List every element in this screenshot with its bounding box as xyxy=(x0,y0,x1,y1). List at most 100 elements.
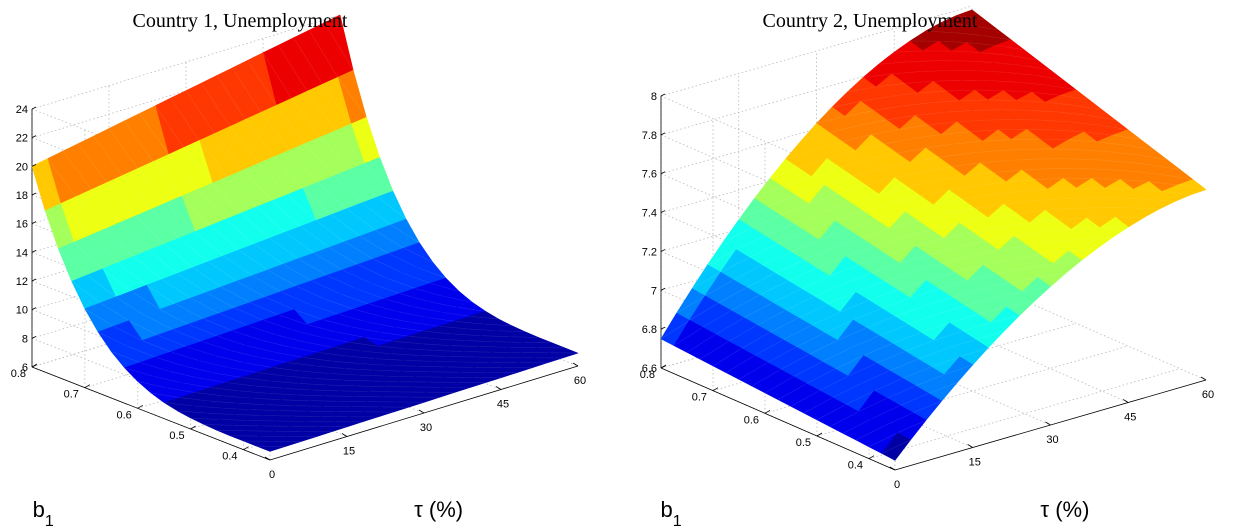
mesh-diagonal xyxy=(883,138,913,145)
mesh-diagonal xyxy=(1107,169,1136,172)
mesh-diagonal xyxy=(113,326,143,341)
mesh-diagonal xyxy=(84,308,114,327)
mesh-diagonal xyxy=(923,297,952,307)
mesh-diagonal xyxy=(154,105,185,148)
mesh-diagonal xyxy=(1021,168,1051,171)
mesh-diagonal xyxy=(1091,178,1121,180)
mesh-diagonal xyxy=(821,202,851,213)
mesh-diagonal xyxy=(397,311,427,318)
mesh-diagonal xyxy=(1042,229,1072,233)
mesh-diagonal xyxy=(1006,179,1035,183)
mesh-diagonal xyxy=(928,121,957,126)
mesh-diagonal xyxy=(790,239,820,253)
mesh-diagonal xyxy=(1034,74,1064,81)
mesh-diagonal xyxy=(417,365,446,368)
mesh-diagonal xyxy=(749,243,778,258)
mesh-diagonal xyxy=(764,376,794,394)
mesh-diagonal xyxy=(401,370,431,373)
surface xyxy=(31,14,579,452)
b-axis-label: b1 xyxy=(661,497,682,530)
mesh-diagonal xyxy=(1024,263,1054,269)
mesh-diagonal xyxy=(941,131,970,135)
mesh-diagonal xyxy=(324,298,354,310)
tau-tick xyxy=(967,444,973,448)
mesh-diagonal xyxy=(159,309,189,325)
mesh-diagonal xyxy=(267,392,297,396)
mesh-diagonal xyxy=(236,280,266,298)
mesh-diagonal xyxy=(238,249,268,271)
mesh-diagonal xyxy=(344,241,374,260)
mesh-diagonal xyxy=(194,392,224,397)
tick-labels: 6 8 10 12 14 16 18 20 22 24 0.4 0.5 0.6 0.7 0.8 0 15 30 45… xyxy=(11,104,586,481)
tau-tick-label: 60 xyxy=(574,375,586,387)
mesh-diagonal xyxy=(304,341,334,348)
z-tick xyxy=(660,93,666,97)
z-tick-label: 6.8 xyxy=(642,324,657,336)
mesh-diagonal xyxy=(1122,161,1152,166)
mesh-diagonal xyxy=(933,79,962,82)
mesh-diagonal xyxy=(450,345,479,347)
mesh-diagonal xyxy=(1125,144,1155,150)
mesh-diagonal xyxy=(443,296,473,303)
mesh-diagonal xyxy=(1008,277,1038,284)
mesh-diagonal xyxy=(871,263,900,274)
mesh-diagonal xyxy=(121,175,152,210)
mesh-diagonal xyxy=(190,297,220,314)
mesh-diagonal xyxy=(265,296,295,310)
mesh-diagonal xyxy=(91,189,121,223)
mesh-diagonal xyxy=(998,129,1027,131)
tau-tick xyxy=(1045,421,1051,426)
mesh-diagonal xyxy=(412,306,442,313)
mesh-diagonal xyxy=(816,404,846,421)
mesh-diagonal xyxy=(75,196,105,230)
z-tick-label: 20 xyxy=(16,161,28,173)
mesh-diagonal xyxy=(943,110,973,113)
mesh-diagonal xyxy=(102,268,132,292)
mesh-diagonal xyxy=(139,113,169,155)
mesh-diagonal xyxy=(117,262,147,286)
mesh-diagonal xyxy=(699,341,729,360)
mesh-diagonal xyxy=(1045,208,1074,211)
mesh-diagonal xyxy=(982,139,1012,142)
chart-country-1: 6 8 10 12 14 16 18 20 22 24 0.4 0.5 0.6 0.7 0.8 0 15 30 45… xyxy=(11,10,586,530)
mesh-diagonal xyxy=(157,334,187,347)
b-tick-label: 0.6 xyxy=(744,414,759,426)
z-tick xyxy=(31,221,37,225)
mesh-diagonal xyxy=(203,424,233,426)
tau-tick-label: 15 xyxy=(343,446,355,458)
mesh-diagonal xyxy=(915,112,944,116)
mesh-diagonal xyxy=(166,387,196,393)
mesh-diagonal xyxy=(777,383,807,400)
mesh-diagonal xyxy=(920,189,950,197)
mesh-diagonal xyxy=(331,360,361,364)
mesh-diagonal xyxy=(772,288,802,303)
b-axis-line xyxy=(660,367,896,471)
mesh-diagonal xyxy=(408,335,438,340)
mesh-diagonal xyxy=(320,336,350,343)
mesh-diagonal xyxy=(379,332,409,337)
mesh-diagonal xyxy=(990,315,1020,324)
b-axis-line xyxy=(31,366,271,461)
mesh-diagonal xyxy=(944,364,973,375)
mesh-diagonal xyxy=(245,119,275,158)
mesh-diagonal xyxy=(878,61,908,65)
mesh-diagonal xyxy=(386,375,416,378)
mesh-diagonal xyxy=(282,264,312,282)
tau-tick xyxy=(572,362,579,367)
mesh-diagonal xyxy=(1044,101,1074,106)
mesh-diagonal xyxy=(1060,94,1090,101)
z-tick-label: 10 xyxy=(16,305,28,317)
tau-tick xyxy=(264,456,271,461)
mesh-diagonal xyxy=(243,169,273,201)
mesh-diagonal xyxy=(267,269,297,287)
mesh-diagonal xyxy=(1008,158,1038,161)
mesh-diagonal xyxy=(842,418,872,434)
mesh-diagonal xyxy=(256,206,286,233)
mesh-diagonal xyxy=(894,171,924,179)
mesh-diagonal xyxy=(335,331,365,338)
mesh-diagonal xyxy=(905,340,934,352)
mesh-diagonal xyxy=(894,50,923,53)
mesh-diagonal xyxy=(782,325,812,340)
mesh-diagonal xyxy=(1120,179,1149,182)
mesh-diagonal xyxy=(401,272,431,284)
